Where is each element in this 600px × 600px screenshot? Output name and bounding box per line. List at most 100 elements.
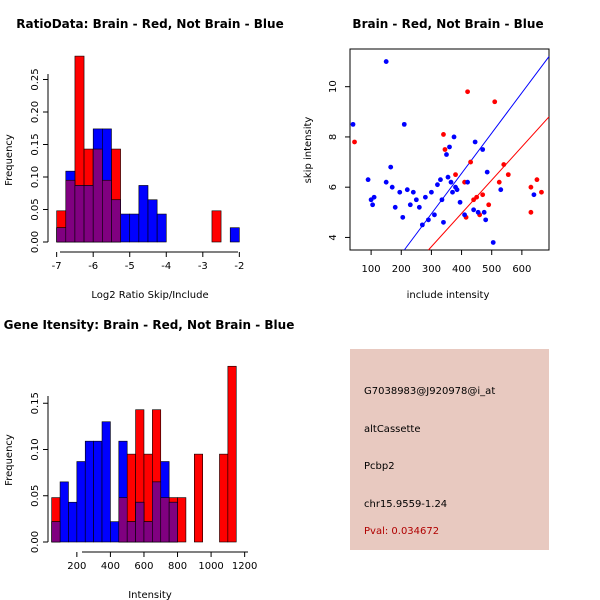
scatter-point-not-brain xyxy=(410,189,416,195)
intensity-x-tick-label: 800 xyxy=(168,561,187,572)
ratio-x-tick-label: -7 xyxy=(52,261,62,272)
intensity-y-tick-label: 0.05 xyxy=(30,485,41,507)
scatter-point-not-brain xyxy=(457,199,463,205)
scatter-point-brain xyxy=(442,147,448,152)
scatter-point-not-brain xyxy=(383,179,389,185)
scatter-point-not-brain xyxy=(429,189,434,195)
scatter-point-not-brain xyxy=(389,184,395,190)
scatter-point-not-brain xyxy=(481,209,487,215)
intensity-bar-not-brain xyxy=(76,461,86,543)
ratio-title: RatioData: Brain - Red, Not Brain - Blue xyxy=(16,17,283,31)
ratio-bar-not-brain xyxy=(138,185,149,243)
ratio-bars-overlap xyxy=(56,148,121,243)
scatter-point-not-brain xyxy=(475,209,481,215)
ratio-x-tick-label: -3 xyxy=(198,261,208,272)
intensity-bar-not-brain xyxy=(93,440,103,543)
scatter-x-tick-label: 100 xyxy=(362,264,381,275)
ratio-bar-overlap xyxy=(56,227,67,243)
scatter-y-tick-label: 8 xyxy=(328,134,339,140)
intensity-bar-overlap xyxy=(118,497,128,543)
scatter-point-brain xyxy=(474,194,480,200)
intensity-bar-brain xyxy=(227,365,237,543)
intensity-bar-overlap xyxy=(160,497,170,543)
scatter-point-brain xyxy=(453,172,458,178)
intensity-histogram: Gene Itensity: Brain - Red, Not Brain - … xyxy=(4,318,295,600)
scatter-y-tick-label: 10 xyxy=(328,80,339,93)
scatter-point-not-brain xyxy=(383,59,389,64)
intensity-bar-overlap xyxy=(152,481,162,543)
scatter-plot: Brain - Red, Not Brain - Blue 100 200 300 4… xyxy=(303,17,550,301)
ratio-bar-overlap xyxy=(74,185,85,243)
intensity-bar-overlap xyxy=(126,521,136,543)
probe-id: G7038983@J920978@i_at xyxy=(364,386,496,397)
scatter-point-not-brain xyxy=(490,240,496,245)
scatter-point-not-brain xyxy=(388,164,394,170)
ratio-bar-not-brain xyxy=(129,213,140,243)
scatter-point-not-brain xyxy=(447,144,452,150)
scatter-point-not-brain xyxy=(397,189,403,195)
intensity-x-tick-label: 200 xyxy=(67,561,86,572)
scatter-point-brain xyxy=(539,189,544,195)
ratio-y-tick-label: 0.05 xyxy=(30,198,41,220)
scatter-x-ticks: 100 200 300 400 500 600 xyxy=(362,250,531,275)
scatter-point-not-brain xyxy=(425,217,431,223)
intensity-bars-overlap xyxy=(51,481,178,543)
intensity-y-ticks: 0.00 0.05 0.10 0.15 xyxy=(30,392,48,553)
scatter-point-brain xyxy=(486,202,492,208)
ratio-bar-overlap xyxy=(83,185,94,243)
scatter-point-not-brain xyxy=(483,217,489,223)
ratio-y-tick-label: 0.00 xyxy=(30,231,41,253)
scatter-y-label: skip intensity xyxy=(303,117,314,184)
ratio-histogram: RatioData: Brain - Red, Not Brain - Blue… xyxy=(4,17,284,301)
intensity-y-tick-label: 0.10 xyxy=(30,438,41,460)
ratio-x-tick-label: -6 xyxy=(88,261,98,272)
ratio-bar-overlap xyxy=(111,199,121,243)
scatter-point-not-brain xyxy=(413,197,419,203)
ratio-bar-not-brain xyxy=(120,213,131,243)
ratio-bar-not-brain xyxy=(229,227,240,243)
scatter-point-not-brain xyxy=(392,204,398,210)
event-type: altCassette xyxy=(364,424,421,435)
scatter-point-not-brain xyxy=(531,192,537,198)
scatter-plot-box xyxy=(349,48,550,251)
info-panel: G7038983@J920978@i_at altCassette Pcbp2 … xyxy=(350,349,549,550)
ratio-y-ticks: 0.00 0.05 0.10 0.15 0.20 0.25 xyxy=(30,68,48,253)
scatter-y-ticks: 4 6 8 10 xyxy=(328,80,350,241)
scatter-point-brain xyxy=(441,132,446,137)
scatter-point-not-brain xyxy=(438,177,443,183)
intensity-bar-overlap xyxy=(135,501,145,543)
ratio-bar-not-brain xyxy=(147,199,158,243)
intensity-bar-not-brain xyxy=(110,521,120,543)
ratio-bar-overlap xyxy=(102,179,112,243)
scatter-y-tick-label: 4 xyxy=(328,234,339,240)
scatter-point-not-brain xyxy=(370,202,376,208)
scatter-point-not-brain xyxy=(401,121,407,127)
scatter-point-not-brain xyxy=(407,202,413,208)
ratio-bar-not-brain xyxy=(156,213,167,243)
scatter-point-not-brain xyxy=(484,169,490,175)
scatter-point-not-brain xyxy=(444,152,449,157)
scatter-point-brain xyxy=(501,162,507,167)
scatter-point-not-brain xyxy=(465,179,470,185)
ratio-y-tick-label: 0.20 xyxy=(30,101,41,123)
intensity-y-tick-label: 0.00 xyxy=(30,531,41,553)
scatter-point-brain xyxy=(465,89,470,95)
scatter-point-not-brain xyxy=(350,121,356,127)
intensity-title: Gene Itensity: Brain - Red, Not Brain - … xyxy=(4,318,295,332)
intensity-bar-overlap xyxy=(168,501,178,543)
scatter-x-tick-label: 200 xyxy=(392,264,411,275)
scatter-point-not-brain xyxy=(480,147,486,152)
scatter-point-not-brain xyxy=(451,134,457,140)
scatter-x-tick-label: 300 xyxy=(422,264,441,275)
scatter-point-not-brain xyxy=(365,177,371,183)
ratio-y-tick-label: 0.15 xyxy=(30,133,41,155)
scatter-x-tick-label: 600 xyxy=(512,264,531,275)
scatter-point-not-brain xyxy=(439,197,445,203)
intensity-bar-overlap xyxy=(143,521,153,543)
intensity-bar-overlap xyxy=(51,521,61,543)
scatter-fit-line-red xyxy=(428,116,550,251)
scatter-point-not-brain xyxy=(416,204,422,210)
ratio-x-tick-label: -2 xyxy=(234,261,244,272)
scatter-regression-lines xyxy=(403,56,550,251)
